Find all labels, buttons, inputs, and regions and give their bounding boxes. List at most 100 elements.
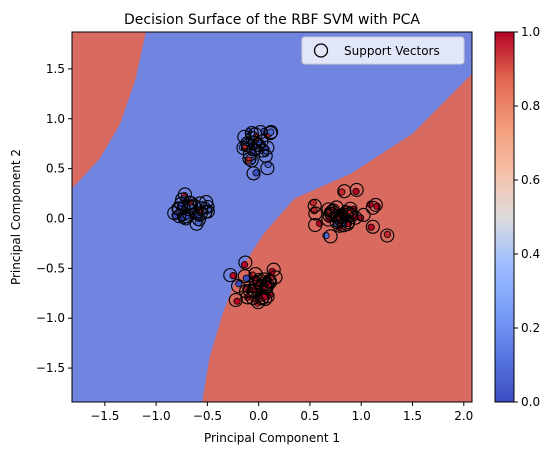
support-vector (231, 278, 246, 294)
support-vector (308, 217, 323, 233)
y-axis: −1.5 −1.0 −0.5 0.0 0.5 1.0 1.5 (36, 62, 72, 375)
support-vector (308, 206, 323, 221)
support-vector (259, 279, 274, 294)
support-vector (236, 140, 251, 156)
data-point (367, 223, 375, 231)
y-tick-label: −0.5 (36, 261, 65, 275)
data-point (338, 188, 346, 196)
data-point (242, 274, 250, 282)
support-vector (323, 229, 338, 244)
support-vector (254, 134, 269, 149)
support-vector (329, 215, 344, 230)
support-vector (264, 125, 279, 140)
support-vector (228, 292, 243, 308)
plot-frame (71, 31, 473, 403)
data-point (267, 128, 275, 136)
x-tick-label: 0.5 (300, 409, 319, 423)
data-point (352, 187, 360, 196)
x-tick-label: 2.0 (454, 409, 473, 423)
support-vector (175, 192, 190, 207)
support-vector (237, 129, 252, 144)
support-vector (268, 270, 283, 285)
x-tick-label: −0.5 (193, 409, 222, 423)
y-tick-label: −1.0 (36, 311, 65, 325)
colorbar-tick-label: 0.2 (521, 321, 540, 335)
x-axis-label: Principal Component 1 (204, 431, 340, 445)
support-vector (266, 262, 281, 277)
data-point (310, 207, 318, 215)
support-vector (242, 151, 257, 166)
x-tick-label: 1.5 (403, 409, 422, 423)
colorbar-ticks: 0.0 0.2 0.4 0.6 0.8 1.0 (514, 25, 540, 409)
support-vector (199, 195, 214, 210)
support-vector (178, 211, 193, 226)
y-axis-label: Principal Component 2 (9, 149, 23, 285)
support-vector (339, 207, 354, 223)
decision-surface (72, 32, 472, 402)
colorbar: 0.0 0.2 0.4 0.6 0.8 1.0 (494, 25, 540, 409)
support-vector (248, 275, 263, 290)
y-tick-label: 1.0 (46, 112, 65, 126)
colorbar-tick-label: 0.0 (521, 395, 540, 409)
x-tick-label: 0.0 (249, 409, 268, 423)
support-vector (348, 210, 363, 225)
support-vector (237, 269, 252, 284)
support-vector (356, 207, 371, 223)
data-point (252, 169, 260, 177)
support-vector (240, 138, 256, 153)
support-vector (337, 184, 352, 199)
colorbar-tick-label: 0.6 (521, 173, 540, 187)
colorbar-tick-label: 0.4 (521, 247, 540, 261)
x-tick-label: −1.0 (142, 409, 171, 423)
class-1-region-top-left (72, 32, 146, 189)
support-vector (324, 206, 339, 221)
support-vector (198, 204, 213, 219)
support-vector (341, 215, 356, 230)
data-point (233, 297, 241, 305)
support-vector (184, 199, 199, 214)
support-vector (368, 197, 383, 212)
support-vector (263, 126, 278, 141)
support-vector (365, 219, 380, 234)
support-vector (380, 228, 395, 243)
data-point (383, 230, 392, 238)
support-vector (248, 266, 263, 282)
y-tick-label: 1.5 (46, 62, 65, 76)
support-vector (238, 255, 253, 270)
support-vector (223, 268, 238, 283)
x-axis: −1.5 −1.0 −0.5 0.0 0.5 1.0 1.5 2.0 (90, 402, 473, 423)
support-vector (255, 289, 270, 305)
support-vector (181, 202, 196, 217)
support-vector (307, 198, 322, 213)
support-vector (260, 161, 275, 176)
support-vector-marker-icon (313, 43, 329, 58)
x-tick-label: −1.5 (90, 409, 119, 423)
y-tick-label: 0.0 (46, 211, 65, 225)
support-vector (344, 208, 359, 223)
support-vector (332, 218, 347, 233)
support-vector (245, 131, 260, 146)
data-point (240, 261, 249, 269)
data-point (235, 280, 243, 288)
support-vector (167, 206, 182, 221)
support-vector (239, 284, 254, 299)
support-vectors (167, 125, 395, 310)
support-vector (246, 283, 261, 298)
support-vector (258, 291, 273, 307)
legend-label: Support Vectors (344, 44, 440, 58)
legend-box (301, 36, 465, 65)
data-point (229, 272, 237, 280)
plot-area (72, 32, 472, 402)
legend: Support Vectors (301, 36, 465, 65)
support-vector (246, 166, 261, 181)
y-tick-label: −1.5 (36, 361, 65, 375)
colorbar-gradient (494, 31, 515, 403)
colorbar-tick-label: 1.0 (521, 25, 540, 39)
x-tick-label: 1.0 (352, 409, 371, 423)
chart-title: Decision Surface of the RBF SVM with PCA (124, 12, 420, 28)
support-vector (336, 218, 351, 233)
support-vector (321, 202, 336, 217)
support-vector (365, 200, 380, 215)
support-vector (246, 142, 261, 157)
